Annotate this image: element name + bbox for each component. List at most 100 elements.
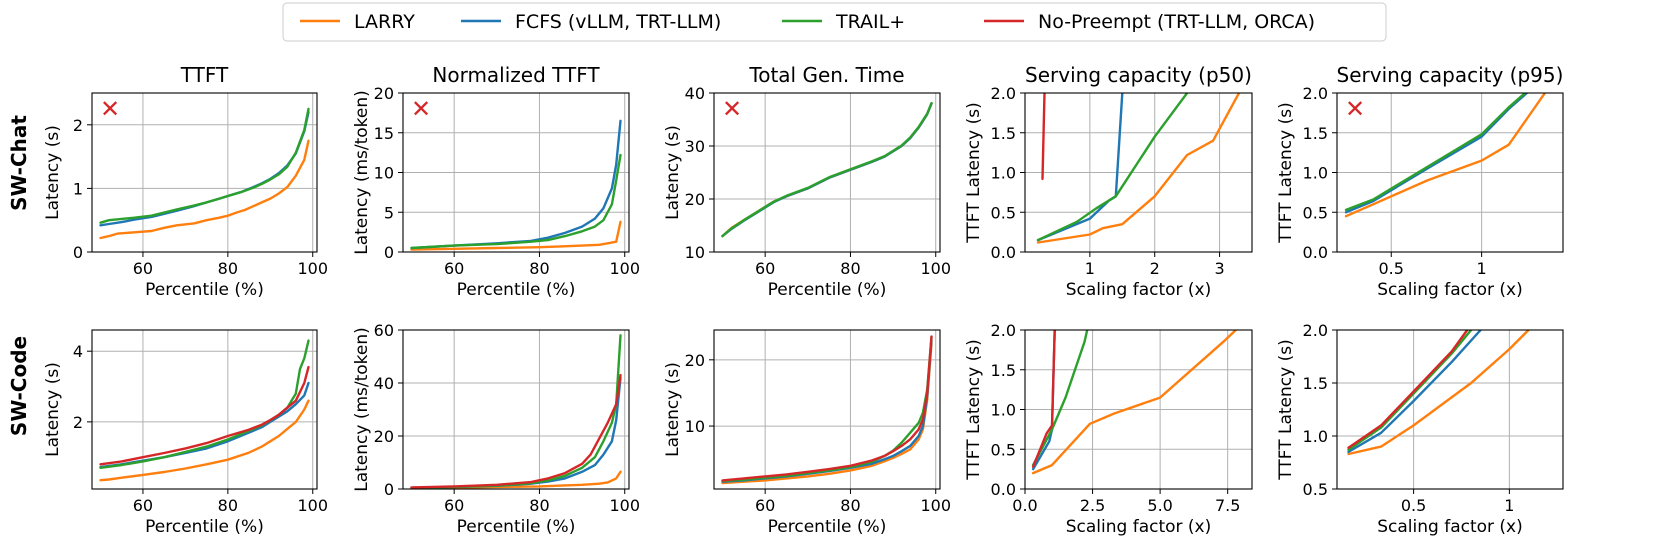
- panel-r1-c2-series-larry: [721, 342, 933, 485]
- panel-r0-c2-xtick-label: 60: [755, 259, 775, 278]
- panel-r0-c4-title: Serving capacity (p95): [1337, 63, 1564, 87]
- panel-r0-c4-xtick-label: 1: [1477, 259, 1487, 278]
- panel-r0-c0-xtick-label: 100: [297, 259, 328, 278]
- legend-item-larry: LARRY: [300, 11, 415, 33]
- panel-r0-c1-ytick-label: 10: [374, 164, 394, 183]
- panel-r0-c4-ylabel: TTFT Latency (s): [1276, 102, 1296, 243]
- panel-r1-c1-series-fcfs: [410, 376, 622, 489]
- panel-r1-c3-series-trail: [1031, 330, 1089, 467]
- panel-r1-c4-xtick-label: 1: [1504, 496, 1514, 515]
- panel-r1-c0-xlabel: Percentile (%): [145, 517, 264, 537]
- panel-r0-c2-xtick-label: 80: [840, 259, 860, 278]
- panel-r1-c3: 0.0 2.5 5.0 7.5 0.0 0.5 1.0 1.5 2.0 Scaling facto…: [964, 321, 1253, 537]
- panel-r1-c1-xtick-label: 80: [529, 496, 549, 515]
- panel-r1-c3-xlabel: Scaling factor (x): [1066, 517, 1212, 537]
- panel-r0-c1-ytick-label: 5: [384, 203, 394, 222]
- panel-r0-c3-ytick-label: 0.5: [991, 203, 1016, 222]
- panel-r0-c2-series-larry: [721, 102, 933, 238]
- panel-r1-c0-xtick-label: 100: [297, 496, 328, 515]
- panel-r0-c2-frame: [713, 92, 941, 253]
- panel-r1-c4-series-nopre: [1347, 330, 1469, 449]
- panel-r1-c2-ylabel: Latency (s): [663, 362, 683, 457]
- panel-r1-c4-ytick-label: 2.0: [1303, 321, 1328, 340]
- legend-label-larry: LARRY: [354, 11, 415, 33]
- panel-r1-c2-series-trail: [721, 335, 933, 483]
- panel-r0-c2: 60 80 100 10 20 30 40 Percentile (%) Latency (s)…: [663, 63, 951, 300]
- panel-r0-c1-title: Normalized TTFT: [432, 63, 600, 87]
- panel-r1-c1-ylabel: Latency (ms/token): [352, 327, 372, 492]
- panel-r0-c0-xtick-label: 80: [218, 259, 238, 278]
- panel-r1-c2-xtick-label: 60: [755, 496, 775, 515]
- panel-r0-c1-ytick-label: 0: [384, 243, 394, 262]
- panel-r0-c1-ytick-label: 15: [374, 124, 394, 143]
- panel-r1-c4-ytick-label: 1.5: [1303, 374, 1328, 393]
- panel-r1-c1-xtick-label: 100: [609, 496, 640, 515]
- panel-r1-c2-ytick-label: 10: [685, 417, 705, 436]
- panel-r0-c3-xlabel: Scaling factor (x): [1066, 280, 1212, 300]
- panel-r0-c3-title: Serving capacity (p50): [1025, 63, 1252, 87]
- legend-item-fcfs: FCFS (vLLM, TRT-LLM): [461, 11, 721, 33]
- panel-r0-c2-series-trail: [721, 101, 933, 238]
- panel-r1-c2: 60 80 100 10 20 Percentile (%) Latency (s): [663, 329, 951, 537]
- panel-r0-c3-ytick-label: 0.0: [991, 243, 1016, 262]
- panel-r1-c4-series-fcfs: [1347, 330, 1482, 454]
- panel-r0-c3-ytick-label: 1.0: [991, 164, 1016, 183]
- panel-r1-c2-series-nopre: [721, 335, 933, 482]
- panel-r0-c3-xtick-label: 3: [1214, 259, 1224, 278]
- panel-r0-c0-ytick-label: 1: [73, 179, 83, 198]
- panel-r0-c4-ytick-label: 0.5: [1303, 203, 1328, 222]
- panel-r0-c4-ytick-label: 1.5: [1303, 124, 1328, 143]
- panel-r1-c4-frame: [1336, 329, 1564, 490]
- legend-label-fcfs: FCFS (vLLM, TRT-LLM): [515, 11, 721, 33]
- panel-r1-c1-series-trail: [410, 334, 622, 489]
- panel-r0-c2-title: Total Gen. Time: [748, 63, 904, 87]
- panel-r1-c3-series-larry: [1031, 330, 1237, 475]
- legend: LARRY FCFS (vLLM, TRT-LLM) TRAIL+ No-Pre…: [282, 2, 1387, 42]
- panels: 60 80 100 0 1 2 Percentile (%) Latency (s) TTFT ✕…: [43, 63, 1564, 537]
- panel-r1-c0-series-fcfs: [99, 381, 310, 469]
- panel-r0-c1-xtick-label: 80: [529, 259, 549, 278]
- panel-r0-c1-ytick-label: 20: [374, 84, 394, 103]
- panel-r1-c0-frame: [91, 329, 318, 490]
- panel-r0-c1-ylabel: Latency (ms/token): [352, 90, 372, 255]
- panel-r1-c3-xtick-label: 0.0: [1012, 496, 1037, 515]
- panel-r0-c3-ylabel: TTFT Latency (s): [964, 102, 984, 243]
- panel-r0-c0-frame: [91, 92, 318, 253]
- panel-r0-c2-xtick-label: 100: [920, 259, 951, 278]
- panel-r0-c3-series-trail: [1036, 93, 1189, 242]
- panel-r1-c2-ytick-label: 20: [685, 351, 705, 370]
- panel-r0-c0: 60 80 100 0 1 2 Percentile (%) Latency (s) TTFT ✕: [43, 63, 328, 300]
- panel-r1-c2-frame: [713, 329, 941, 490]
- panel-r1-c1-ytick-label: 60: [374, 321, 394, 340]
- panel-r1-c1-frame: [402, 329, 630, 490]
- panel-r1-c2-series-fcfs: [721, 338, 933, 483]
- panel-r0-c4-ytick-label: 0.0: [1303, 243, 1328, 262]
- panel-r1-c0-xtick-label: 60: [133, 496, 153, 515]
- panel-r1-c0-series-nopre: [99, 365, 310, 466]
- panel-r0-c2-cross-marker: ✕: [722, 95, 742, 123]
- panel-r1-c1: 60 80 100 0 20 40 60 Percentile (%) Latency (ms/…: [352, 321, 640, 537]
- panel-r1-c3-ylabel: TTFT Latency (s): [964, 339, 984, 480]
- panel-r0-c3-ytick-label: 2.0: [991, 84, 1016, 103]
- row-label-sw-chat: SW-Chat: [7, 115, 31, 211]
- panel-r1-c3-series-fcfs: [1031, 330, 1056, 471]
- panel-r0-c0-xtick-label: 60: [133, 259, 153, 278]
- panel-r1-c4-series-larry: [1347, 330, 1530, 456]
- legend-item-trail: TRAIL+: [782, 11, 905, 33]
- panel-r0-c2-ytick-label: 20: [685, 190, 705, 209]
- panel-r1-c3-xtick-label: 5.0: [1147, 496, 1172, 515]
- panel-r0-c2-ytick-label: 10: [685, 243, 705, 262]
- panel-r0-c3-series-fcfs: [1036, 93, 1124, 242]
- panel-r1-c0-ytick-label: 2: [73, 413, 83, 432]
- panel-r1-c1-ytick-label: 40: [374, 374, 394, 393]
- panel-r1-c0: 60 80 100 2 4 Percentile (%) Latency (s): [43, 329, 328, 537]
- panel-r0-c0-title: TTFT: [180, 63, 229, 87]
- panel-r1-c1-xtick-label: 60: [444, 496, 464, 515]
- panel-r1-c4-ytick-label: 0.5: [1303, 480, 1328, 499]
- panel-r0-c4-xlabel: Scaling factor (x): [1377, 280, 1523, 300]
- panel-r0-c1-xlabel: Percentile (%): [457, 280, 576, 300]
- panel-r0-c3-series-larry: [1036, 93, 1241, 244]
- panel-r0-c1-xtick-label: 60: [444, 259, 464, 278]
- panel-r1-c4-ylabel: TTFT Latency (s): [1276, 339, 1296, 480]
- panel-r0-c4-xtick-label: 0.5: [1379, 259, 1404, 278]
